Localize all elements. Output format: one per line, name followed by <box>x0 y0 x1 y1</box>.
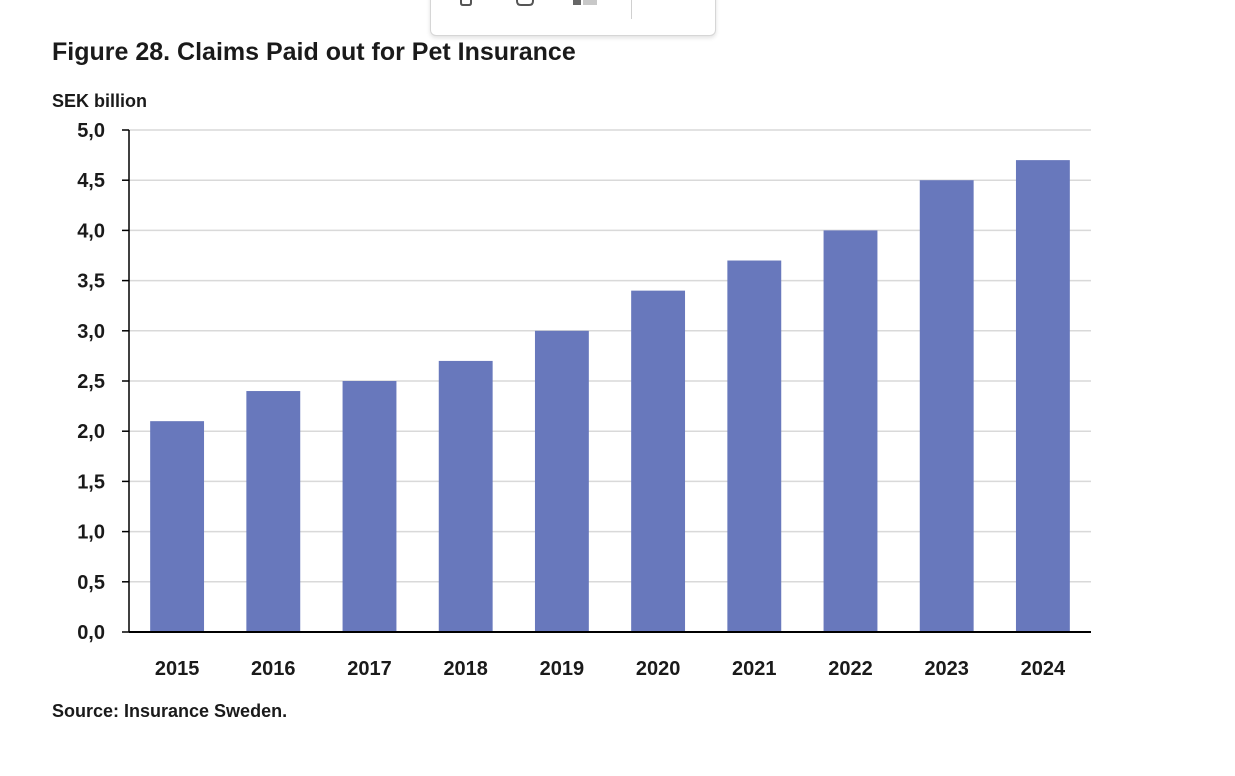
x-tick-label: 2017 <box>347 658 392 680</box>
x-tick-label: 2022 <box>828 658 873 680</box>
image-icon[interactable] <box>569 0 599 9</box>
y-tick-label: 1,0 <box>77 522 105 544</box>
x-tick-label: 2019 <box>540 658 585 680</box>
bar <box>342 381 397 632</box>
source-note: Source: Insurance Sweden. <box>52 701 288 721</box>
bar <box>438 360 493 632</box>
y-tick-label: 3,5 <box>77 271 105 293</box>
x-tick-label: 2016 <box>251 658 296 680</box>
x-tick-label: 2018 <box>443 658 488 680</box>
toolbar-separator <box>631 0 632 19</box>
y-tick-label: 0,5 <box>77 572 105 594</box>
y-tick-label: 4,5 <box>77 170 105 192</box>
link-icon[interactable] <box>511 0 541 9</box>
floating-toolbar <box>430 0 716 36</box>
copy-icon[interactable] <box>451 0 481 9</box>
y-tick-label: 3,0 <box>77 321 105 343</box>
y-axis-unit-label: SEK billion <box>52 91 148 111</box>
bar <box>534 330 589 632</box>
x-tick-label: 2020 <box>636 658 681 680</box>
x-tick-label: 2024 <box>1021 658 1066 680</box>
y-tick-label: 1,5 <box>77 471 105 493</box>
y-tick-label: 2,5 <box>77 371 105 393</box>
y-tick-label: 4,0 <box>77 220 105 242</box>
x-tick-label: 2015 <box>155 658 200 680</box>
bar <box>919 180 974 632</box>
bar <box>150 421 205 632</box>
bar <box>631 290 686 632</box>
bar <box>246 391 301 632</box>
figure-title: Figure 28. Claims Paid out for Pet Insur… <box>52 38 576 66</box>
y-tick-label: 5,0 <box>77 120 105 142</box>
bar <box>823 230 878 632</box>
y-tick-label: 0,0 <box>77 622 105 644</box>
bar <box>1015 160 1070 632</box>
y-tick-label: 2,0 <box>77 421 105 443</box>
x-tick-label: 2023 <box>924 658 969 680</box>
bar <box>727 260 782 632</box>
x-tick-label: 2021 <box>732 658 777 680</box>
